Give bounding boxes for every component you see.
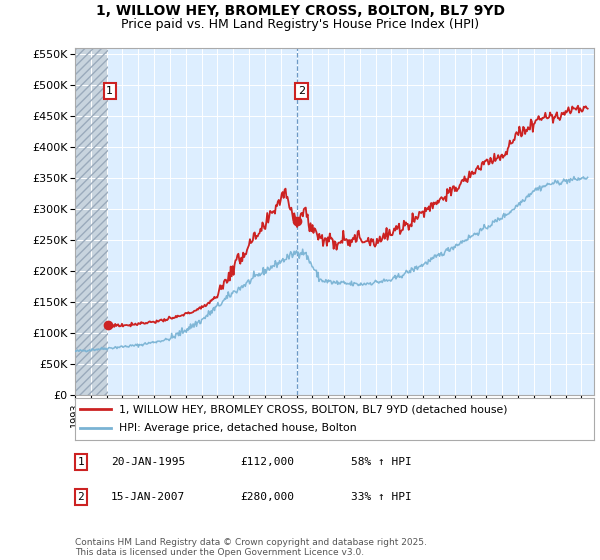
Text: 20-JAN-1995: 20-JAN-1995 [111,457,185,467]
Text: 15-JAN-2007: 15-JAN-2007 [111,492,185,502]
Text: 1, WILLOW HEY, BROMLEY CROSS, BOLTON, BL7 9YD: 1, WILLOW HEY, BROMLEY CROSS, BOLTON, BL… [95,4,505,18]
Text: 58% ↑ HPI: 58% ↑ HPI [351,457,412,467]
Text: Price paid vs. HM Land Registry's House Price Index (HPI): Price paid vs. HM Land Registry's House … [121,18,479,31]
Bar [75,48,107,395]
Text: 2: 2 [298,86,305,96]
Text: £280,000: £280,000 [240,492,294,502]
Text: 33% ↑ HPI: 33% ↑ HPI [351,492,412,502]
Text: Contains HM Land Registry data © Crown copyright and database right 2025.
This d: Contains HM Land Registry data © Crown c… [75,538,427,557]
Text: HPI: Average price, detached house, Bolton: HPI: Average price, detached house, Bolt… [119,423,357,433]
Text: 1, WILLOW HEY, BROMLEY CROSS, BOLTON, BL7 9YD (detached house): 1, WILLOW HEY, BROMLEY CROSS, BOLTON, BL… [119,404,508,414]
Text: 2: 2 [77,492,85,502]
Text: 1: 1 [106,86,113,96]
Text: £112,000: £112,000 [240,457,294,467]
Bar [75,48,107,395]
Text: 1: 1 [77,457,85,467]
